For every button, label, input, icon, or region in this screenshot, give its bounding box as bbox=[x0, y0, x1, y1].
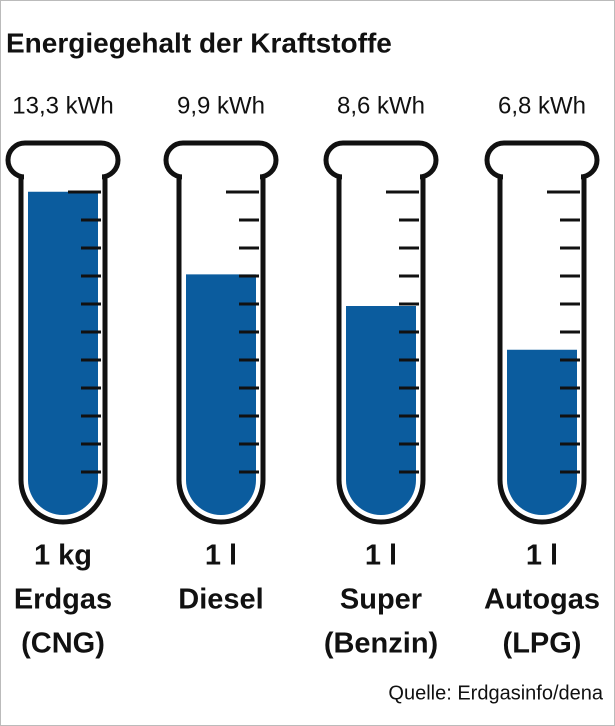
tube-rim-gap bbox=[503, 172, 581, 182]
tube-rim-gap bbox=[24, 172, 102, 182]
category-label: Super bbox=[340, 584, 422, 616]
source: Quelle: Erdgasinfo/dena bbox=[388, 682, 603, 704]
category-label: 1 l bbox=[205, 540, 237, 572]
category-label: (CNG) bbox=[21, 628, 105, 660]
chart-title: Energiegehalt der Kraftstoffe bbox=[6, 27, 392, 58]
tube-rim bbox=[5, 140, 121, 180]
category-label: Diesel bbox=[178, 584, 263, 616]
fill-level bbox=[346, 306, 416, 515]
tube-rim-gap bbox=[182, 172, 260, 182]
category-label: 1 l bbox=[526, 540, 558, 572]
fill-level bbox=[507, 349, 577, 515]
value-label: 13,3 kWh bbox=[12, 92, 113, 119]
category-label: 1 kg bbox=[34, 540, 92, 572]
category-label: Autogas bbox=[484, 584, 600, 616]
fill-level bbox=[186, 274, 256, 515]
tube-rim bbox=[323, 140, 439, 180]
category-label: 1 l bbox=[365, 540, 397, 572]
category-label: Erdgas bbox=[14, 584, 112, 616]
tube-rim bbox=[163, 140, 279, 180]
category-label: (Benzin) bbox=[324, 628, 438, 660]
tube-rim bbox=[484, 140, 600, 180]
fill-level bbox=[28, 191, 98, 515]
tube-rim-gap bbox=[342, 172, 420, 182]
value-label: 9,9 kWh bbox=[177, 92, 265, 119]
value-label: 6,8 kWh bbox=[498, 92, 586, 119]
value-label: 8,6 kWh bbox=[337, 92, 425, 119]
category-label: (LPG) bbox=[503, 628, 582, 660]
